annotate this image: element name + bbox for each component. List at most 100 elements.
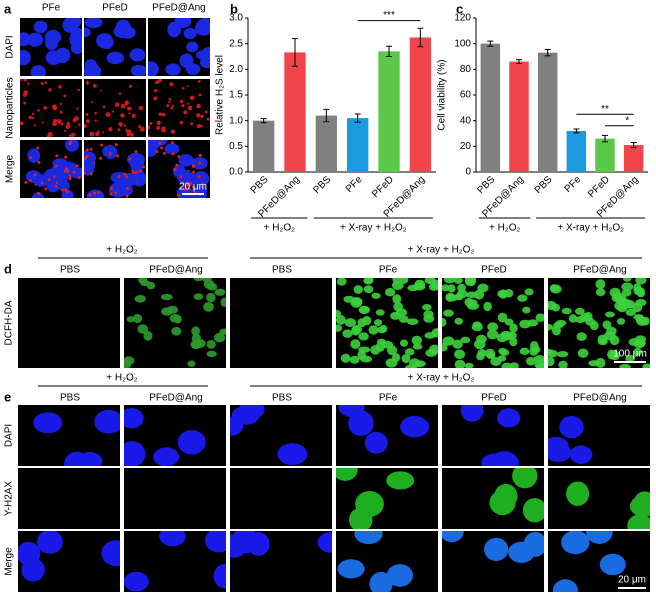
group-label: + H₂O₂ bbox=[489, 223, 521, 234]
particle bbox=[131, 169, 135, 173]
cell bbox=[619, 363, 631, 368]
particle bbox=[139, 127, 145, 132]
particle bbox=[88, 193, 92, 197]
image-content bbox=[548, 415, 593, 464]
image-bg bbox=[124, 468, 226, 529]
y-tick-label: 3.0 bbox=[229, 13, 243, 24]
particle bbox=[179, 120, 184, 125]
micrograph bbox=[124, 278, 226, 368]
particle bbox=[28, 178, 32, 182]
column-header: PFeD@Ang bbox=[573, 265, 627, 276]
panel-label: a bbox=[4, 1, 12, 16]
particle bbox=[86, 119, 91, 124]
particle bbox=[138, 125, 142, 129]
cell bbox=[474, 289, 485, 300]
particle bbox=[155, 80, 160, 84]
particle bbox=[94, 119, 98, 122]
row-label: Merge bbox=[4, 547, 15, 576]
bar bbox=[253, 120, 275, 172]
cell bbox=[219, 328, 226, 335]
row-label: Nanoparticles bbox=[5, 77, 16, 138]
cell bbox=[633, 340, 645, 349]
cell bbox=[616, 318, 626, 325]
micrograph bbox=[548, 278, 650, 368]
group-label: + X-ray + H₂O₂ bbox=[408, 245, 475, 256]
cell bbox=[454, 349, 466, 360]
particle bbox=[155, 150, 159, 154]
image-content bbox=[337, 531, 414, 592]
nucleus bbox=[77, 451, 103, 466]
micrograph bbox=[230, 278, 332, 368]
column-header: PFeD bbox=[102, 3, 128, 14]
particle bbox=[53, 118, 58, 123]
cell bbox=[464, 362, 474, 368]
particle bbox=[47, 132, 53, 137]
particle bbox=[171, 152, 175, 156]
error-bar bbox=[630, 141, 637, 149]
y-tick-label: 60 bbox=[460, 90, 472, 101]
cell bbox=[220, 297, 226, 307]
cell bbox=[350, 297, 363, 308]
nucleus bbox=[230, 416, 244, 436]
cell bbox=[336, 278, 347, 286]
particle bbox=[33, 124, 36, 127]
particle bbox=[153, 89, 158, 93]
row-label: DAPI bbox=[5, 35, 16, 58]
nucleus bbox=[559, 415, 584, 439]
micrograph bbox=[442, 278, 544, 368]
micrograph bbox=[148, 18, 210, 76]
bar bbox=[566, 130, 587, 172]
group-label: + X-ray + H₂O₂ bbox=[408, 373, 475, 384]
cell bbox=[412, 343, 423, 350]
image-content bbox=[124, 278, 226, 368]
nucleus bbox=[512, 468, 538, 489]
column-header: PBS bbox=[272, 393, 292, 404]
nucleus bbox=[348, 410, 374, 436]
particle bbox=[125, 175, 129, 179]
particle bbox=[125, 194, 129, 198]
nucleus bbox=[30, 65, 46, 76]
scale-bar-label: 100 μm bbox=[613, 349, 647, 360]
particle bbox=[148, 135, 151, 137]
image-bg bbox=[230, 278, 332, 368]
particle bbox=[84, 156, 88, 160]
particle bbox=[70, 134, 75, 137]
particle bbox=[44, 187, 48, 191]
group-label: + X-ray + H₂O₂ bbox=[340, 223, 407, 234]
image-content bbox=[124, 408, 206, 466]
particle bbox=[23, 90, 29, 95]
cell bbox=[404, 348, 415, 356]
cell bbox=[375, 309, 385, 316]
y-tick-label: 0 bbox=[465, 167, 471, 178]
micrograph bbox=[84, 140, 146, 198]
micrograph bbox=[230, 405, 332, 466]
y-tick-label: 20 bbox=[460, 141, 472, 152]
cell bbox=[140, 279, 150, 287]
nucleus bbox=[178, 154, 194, 167]
particle bbox=[89, 172, 93, 176]
micrograph bbox=[336, 278, 438, 368]
cell bbox=[126, 316, 136, 323]
particle bbox=[142, 165, 146, 169]
error-bar bbox=[602, 134, 608, 143]
particle bbox=[156, 126, 161, 131]
particle bbox=[84, 124, 87, 128]
particle bbox=[175, 163, 179, 167]
particle bbox=[95, 131, 100, 136]
cell bbox=[454, 359, 466, 368]
nucleus bbox=[70, 167, 82, 179]
nucleus bbox=[354, 531, 383, 545]
cell bbox=[358, 332, 369, 341]
particle bbox=[156, 120, 161, 125]
nucleus bbox=[44, 34, 59, 51]
particle bbox=[166, 104, 170, 108]
cell bbox=[349, 355, 360, 364]
cell bbox=[519, 319, 531, 329]
particle bbox=[54, 164, 58, 168]
scale-bar-label: 20 μm bbox=[179, 182, 207, 193]
cell bbox=[453, 278, 463, 284]
cell bbox=[214, 288, 226, 296]
y-tick-label: 120 bbox=[454, 13, 471, 24]
cell bbox=[428, 283, 438, 291]
